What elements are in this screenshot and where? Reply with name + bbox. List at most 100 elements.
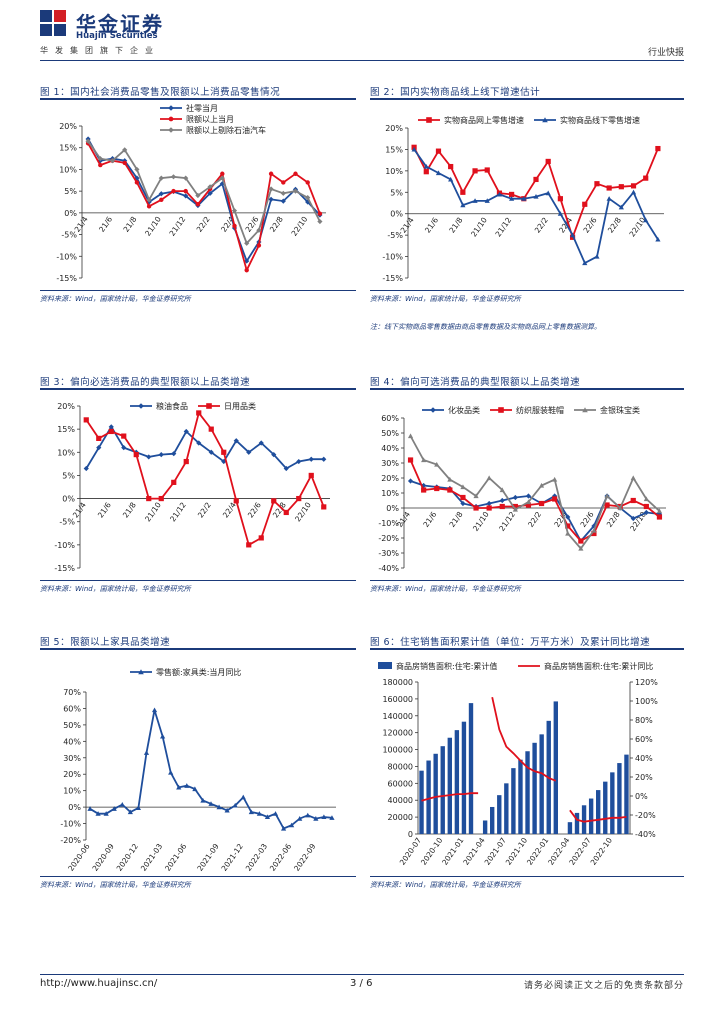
data-point (538, 500, 545, 507)
data-point (486, 505, 492, 511)
data-point (183, 458, 189, 465)
data-point (95, 811, 101, 816)
y-tick-label: 20% (381, 474, 399, 483)
data-point (655, 236, 661, 242)
figure-2-chart: -15%-10%-5%0%5%10%15%20%21/4 21/6 21/8 21/1… (382, 115, 664, 283)
data-point (98, 162, 103, 168)
data-point (499, 487, 505, 493)
data-point (219, 175, 225, 181)
y-tick-label: 20% (63, 770, 81, 779)
bar (596, 790, 601, 834)
data-point (109, 158, 116, 164)
bar (539, 734, 544, 834)
bar (588, 798, 594, 834)
legend-label: 社零当月 (186, 103, 218, 113)
data-point (472, 198, 478, 203)
data-point (87, 806, 93, 811)
data-point (146, 495, 152, 502)
bar (617, 763, 622, 834)
figure-2-source: 资料来源：Wind，国家统计局，华金证券研究所 (370, 295, 521, 303)
data-point (183, 188, 188, 194)
series-line (87, 142, 321, 273)
series-line (89, 709, 333, 830)
y-tick-label: 60% (381, 414, 399, 423)
data-point (133, 452, 139, 458)
x-tick-label: 21/10 (143, 500, 163, 523)
bar (603, 781, 608, 834)
document-type: 行业快报 (647, 48, 684, 58)
x-tick-label: 2022-10 (589, 836, 614, 867)
figure-2-bottom-rule (370, 290, 684, 291)
y-tick-label: 15% (385, 145, 403, 154)
footer-website-link[interactable]: http://www.huajinsc.cn/ (40, 978, 158, 989)
x-tick-label: 21/6 (97, 215, 114, 234)
y-tick-label: 70% (63, 688, 81, 697)
data-point (240, 794, 246, 800)
data-point (496, 191, 503, 197)
data-point (313, 816, 319, 821)
data-point (171, 451, 177, 457)
y2-tick-label: 20% (635, 773, 653, 782)
data-point (582, 260, 588, 266)
bar (447, 737, 452, 834)
x-tick-label: 22/2 (196, 500, 213, 519)
data-point (103, 811, 109, 816)
data-point (407, 433, 414, 439)
y2-tick-label: -20% (635, 811, 656, 820)
data-point (604, 493, 610, 499)
legend-marker (138, 403, 144, 409)
data-point (656, 508, 663, 514)
y-tick-label: 100000 (382, 746, 413, 755)
data-point (158, 495, 164, 502)
x-tick-label: 21/10 (469, 216, 489, 239)
x-tick-label: 22/10 (290, 215, 310, 238)
y2-tick-label: 120% (635, 678, 658, 687)
data-point (232, 223, 237, 229)
data-point (460, 494, 466, 501)
y-tick-label: -10% (56, 252, 77, 261)
data-point (158, 191, 164, 197)
data-point (281, 180, 286, 185)
y-tick-label: -5% (387, 231, 403, 240)
legend-label: 零售额:家具类:当月同比 (156, 667, 241, 677)
data-point (85, 138, 91, 144)
legend-label: 金银珠宝类 (600, 405, 640, 415)
figure-1-source: 资料来源：Wind，国家统计局，华金证券研究所 (40, 295, 191, 303)
data-point (244, 267, 249, 273)
data-point (643, 175, 649, 181)
data-point (258, 440, 264, 446)
data-point (545, 158, 551, 165)
data-point (168, 769, 174, 775)
data-point (264, 814, 271, 820)
x-tick-label: 2022-03 (244, 842, 269, 873)
data-point (448, 176, 454, 182)
x-tick-label: 22/2 (526, 510, 543, 529)
x-tick-label: 21/12 (168, 215, 188, 238)
data-point (96, 435, 102, 441)
y-tick-label: 50% (381, 429, 399, 438)
bar (567, 822, 573, 834)
y-tick-label: 40000 (388, 796, 413, 805)
data-point (421, 487, 427, 493)
y-tick-label: 60% (63, 704, 81, 713)
figure-1-title: 图 1：国内社会消费品零售及限额以上消费品零售情况 (40, 87, 281, 98)
data-point (473, 493, 479, 499)
data-point (158, 175, 164, 181)
bar (440, 746, 445, 834)
data-point (268, 171, 274, 176)
x-tick-label: 22/2 (195, 215, 212, 234)
series-line (85, 410, 325, 547)
data-point (565, 514, 571, 520)
figure-5-bottom-rule (40, 876, 356, 877)
data-point (604, 502, 610, 508)
y-tick-label: 60000 (388, 779, 413, 788)
series-line (421, 792, 479, 802)
y-tick-label: -10% (54, 541, 75, 550)
data-point (171, 479, 177, 485)
data-point (643, 503, 649, 510)
data-point (499, 503, 505, 510)
legend-label: 粮油食品 (156, 401, 188, 411)
y-tick-label: -10% (60, 820, 81, 829)
data-point (296, 495, 302, 502)
data-point (569, 234, 576, 240)
